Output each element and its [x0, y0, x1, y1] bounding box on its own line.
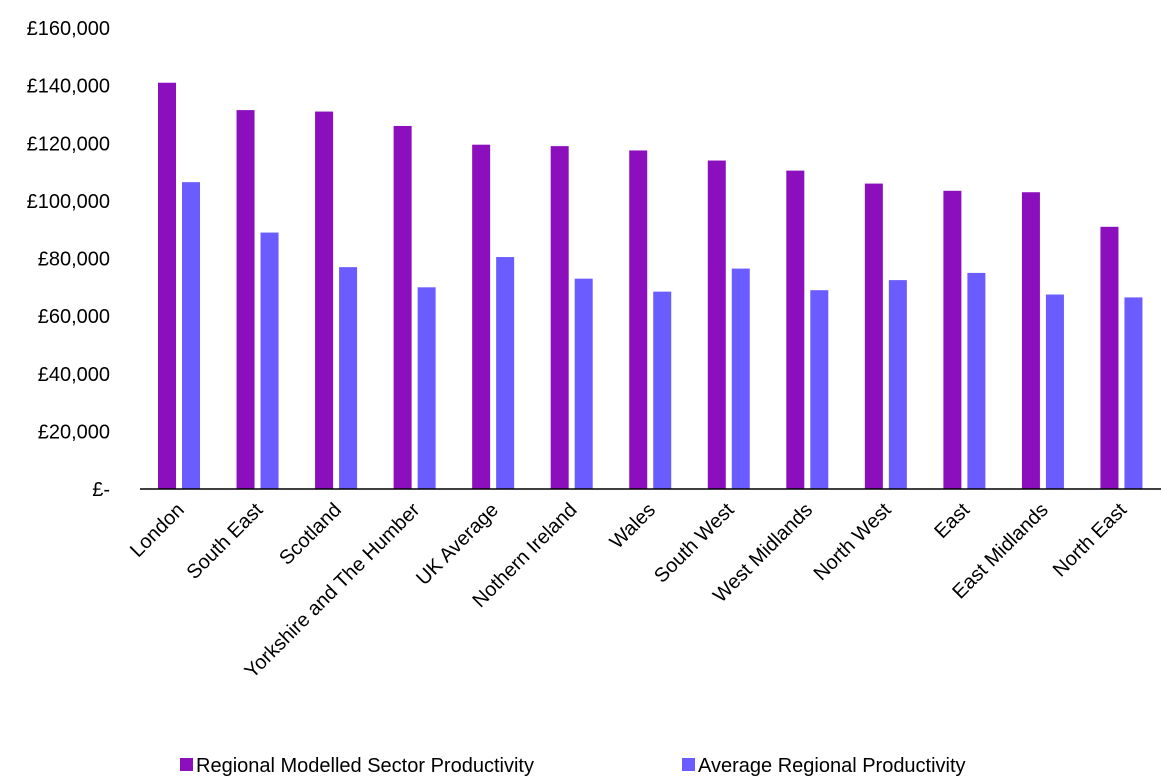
x-tick-label: Scotland — [275, 499, 346, 570]
bar-average-regional-productivity — [339, 267, 358, 489]
y-tick-label: £40,000 — [38, 364, 110, 386]
bar-average-regional-productivity — [653, 291, 672, 489]
y-tick-label: £160,000 — [27, 18, 110, 40]
y-axis-tick-labels: £- £20,000 £40,000 £60,000 £80,000 £100,000 £1… — [27, 18, 110, 501]
y-tick-label: £100,000 — [27, 191, 110, 213]
bar-regional-modelled-sector-productivity — [629, 150, 648, 489]
x-tick-label: Wales — [606, 499, 660, 553]
y-tick-label: £20,000 — [38, 421, 110, 443]
x-tick-label: North West — [810, 499, 896, 585]
bar-group — [158, 82, 1143, 490]
x-tick-label: South East — [183, 499, 268, 584]
bar-average-regional-productivity — [967, 272, 986, 489]
legend-swatch — [682, 758, 695, 771]
legend-swatch — [180, 758, 193, 771]
bar-regional-modelled-sector-productivity — [1100, 226, 1119, 489]
y-tick-label: £140,000 — [27, 76, 110, 98]
bar-regional-modelled-sector-productivity — [315, 111, 334, 490]
y-tick-label: £60,000 — [38, 306, 110, 328]
bar-average-regional-productivity — [731, 268, 750, 489]
x-tick-label: London — [126, 499, 189, 562]
legend-label: Regional Modelled Sector Productivity — [196, 755, 534, 776]
bar-regional-modelled-sector-productivity — [550, 146, 569, 489]
bar-average-regional-productivity — [1045, 294, 1064, 489]
bar-average-regional-productivity — [496, 257, 515, 489]
bar-regional-modelled-sector-productivity — [393, 125, 412, 490]
legend: Regional Modelled Sector Productivity Ave… — [180, 755, 966, 777]
bar-average-regional-productivity — [417, 287, 436, 489]
y-tick-label: £- — [92, 479, 110, 501]
bar-regional-modelled-sector-productivity — [158, 82, 176, 490]
bar-average-regional-productivity — [260, 232, 279, 489]
x-tick-label: East — [930, 499, 974, 543]
bar-average-regional-productivity — [1124, 297, 1143, 489]
bar-regional-modelled-sector-productivity — [1021, 192, 1040, 489]
legend-label: Average Regional Productivity — [698, 755, 966, 776]
bar-average-regional-productivity — [574, 278, 593, 489]
bar-regional-modelled-sector-productivity — [864, 183, 883, 489]
bar-regional-modelled-sector-productivity — [786, 170, 805, 489]
y-tick-label: £80,000 — [38, 249, 110, 271]
bar-average-regional-productivity — [888, 280, 907, 489]
x-tick-label: North East — [1049, 499, 1132, 582]
bar-average-regional-productivity — [182, 182, 200, 489]
bar-regional-modelled-sector-productivity — [472, 144, 491, 490]
y-tick-label: £120,000 — [27, 133, 110, 155]
bar-regional-modelled-sector-productivity — [707, 160, 726, 489]
bar-regional-modelled-sector-productivity — [236, 110, 255, 489]
bar-regional-modelled-sector-productivity — [943, 190, 962, 489]
bar-average-regional-productivity — [810, 290, 829, 489]
